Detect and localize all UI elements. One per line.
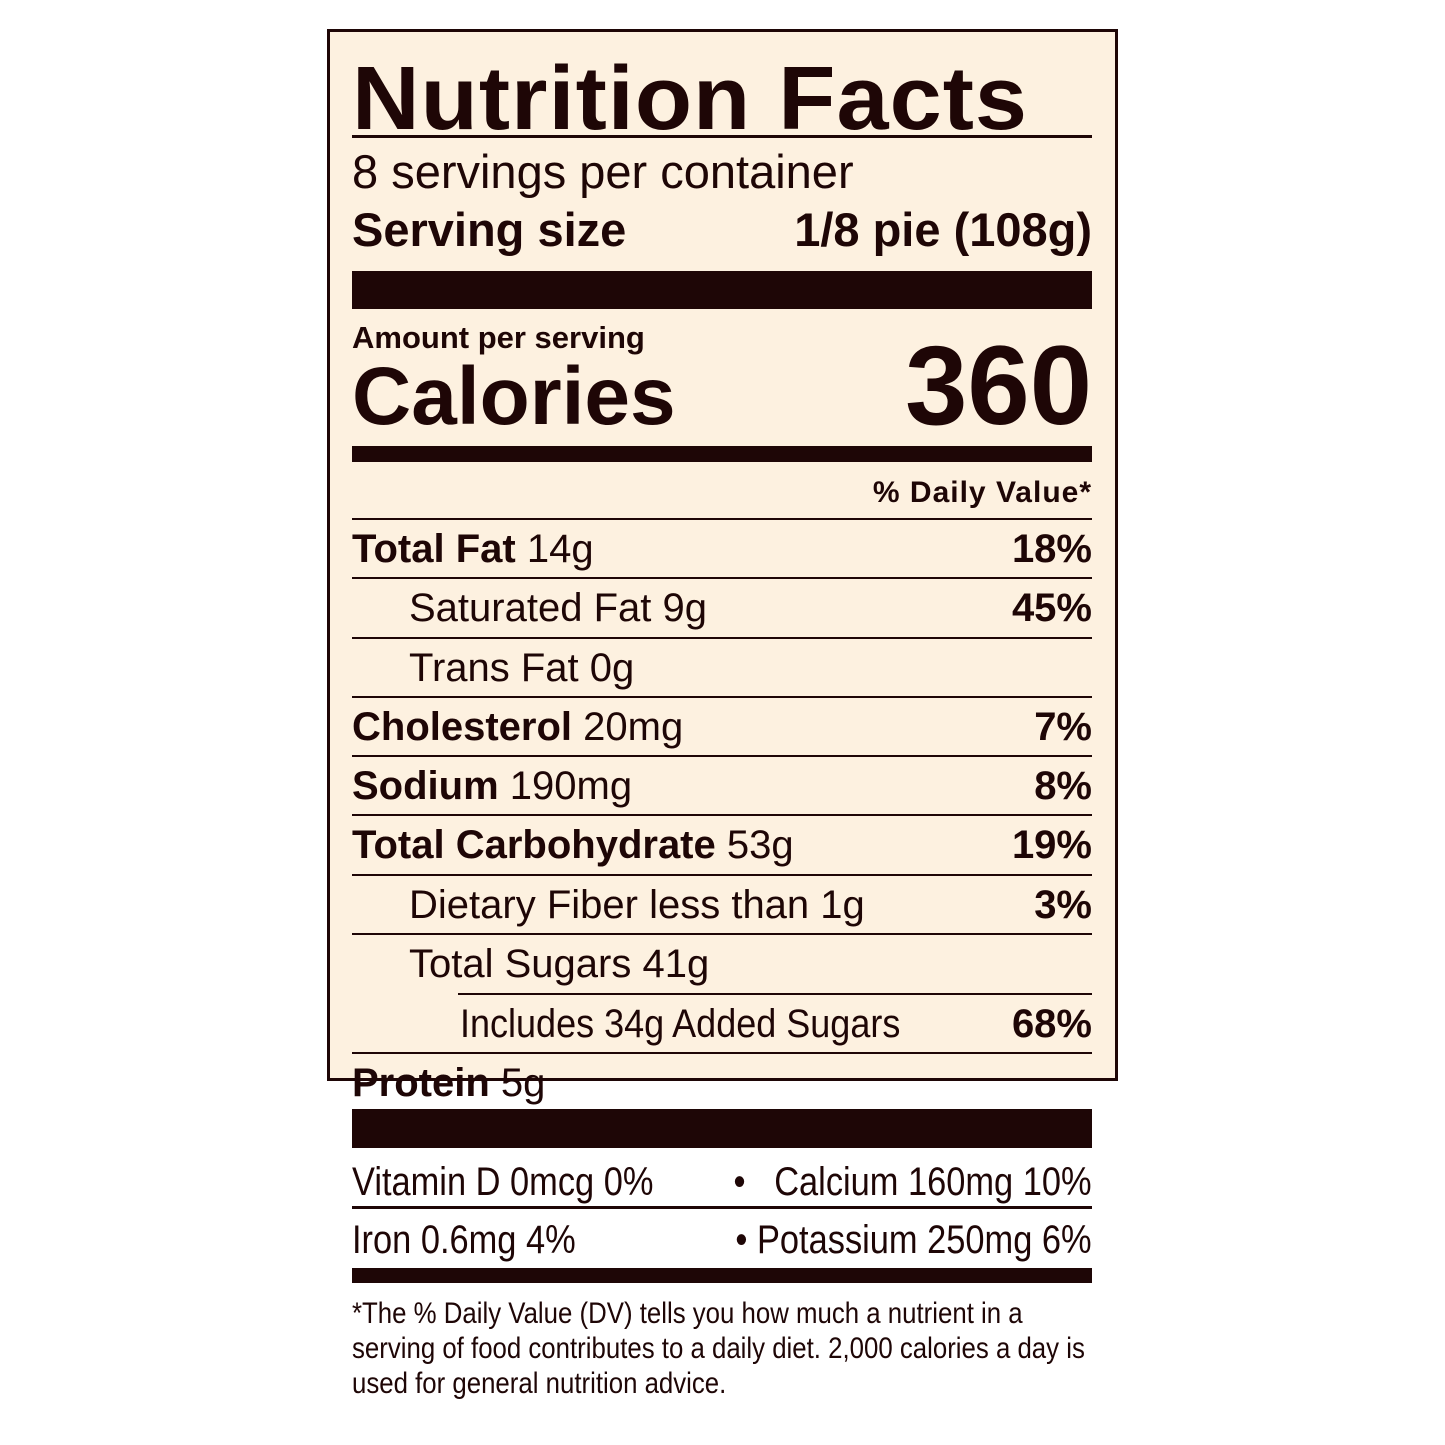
serving-size-value: 1/8 pie (108g)	[794, 203, 1092, 256]
nutrient-row: Protein 5g	[352, 1053, 1092, 1112]
nutrient-dv: 45%	[1011, 585, 1092, 630]
nutrient-amount: 14g	[526, 526, 594, 571]
divider	[352, 577, 1092, 579]
nutrient-amount: 20mg	[583, 704, 684, 749]
divider	[352, 1052, 1092, 1054]
footnote: *The % Daily Value (DV) tells you how mu…	[352, 1297, 1085, 1400]
divider	[352, 874, 1092, 876]
nutrient-name: Dietary Fiber	[409, 882, 638, 927]
nutrient-dv: 3%	[1034, 882, 1092, 927]
medium-bar	[352, 1268, 1092, 1283]
calories-label: Calories	[352, 351, 676, 442]
nutrient-row: Cholesterol 20mg 7%	[352, 697, 1092, 756]
nutrient-row: Sodium 190mg 8%	[352, 756, 1092, 815]
mineral-row: Vitamin D 0mcg 0% • Calcium 160mg 10%	[352, 1162, 1092, 1202]
nutrient-name: Protein	[352, 1060, 490, 1105]
amount-per-serving: Amount per serving	[352, 320, 645, 355]
nutrient-dv: 7%	[1034, 704, 1092, 749]
divider	[352, 696, 1092, 698]
nutrient-row: Dietary Fiber less than 1g 3%	[352, 875, 1092, 934]
mineral-row: Iron 0.6mg 4% • Potassium 250mg 6%	[352, 1220, 1092, 1260]
mineral-right: • Potassium 250mg 6%	[735, 1218, 1092, 1262]
divider	[352, 1206, 1092, 1209]
serving-size: Serving size 1/8 pie (108g)	[352, 206, 1092, 253]
nutrient-amount: 41g	[642, 941, 710, 986]
nutrient-amount: less than 1g	[649, 882, 865, 927]
divider	[352, 637, 1092, 639]
nutrient-amount: 0g	[589, 645, 635, 690]
nutrient-name: Cholesterol	[352, 704, 573, 749]
nutrient-amount: 53g	[726, 822, 794, 867]
nutrient-name: Includes 34g Added Sugars	[460, 1001, 901, 1046]
mineral-left: Iron 0.6mg 4%	[352, 1218, 576, 1262]
nutrient-amount: 9g	[662, 585, 708, 630]
divider	[352, 933, 1092, 935]
nutrient-row: Total Fat 14g 18%	[352, 519, 1092, 578]
thick-bar	[352, 271, 1092, 309]
nutrient-row: Total Carbohydrate 53g 19%	[352, 815, 1092, 874]
nutrient-name: Total Sugars	[409, 941, 632, 986]
nutrient-row: Saturated Fat 9g 45%	[352, 578, 1092, 637]
divider	[352, 755, 1092, 757]
nutrient-row: Trans Fat 0g	[352, 638, 1092, 697]
nutrient-row: Total Sugars 41g	[352, 934, 1092, 993]
nutrient-dv: 19%	[1011, 822, 1092, 867]
divider	[352, 135, 1092, 138]
nutrient-name: Saturated Fat	[409, 585, 652, 630]
divider	[352, 814, 1092, 816]
calories-row: Calories 360	[352, 330, 1092, 442]
divider	[352, 518, 1092, 520]
servings-per-container: 8 servings per container	[352, 145, 854, 198]
nutrition-facts-label: Nutrition Facts 8 servings per container…	[327, 29, 1118, 1400]
thick-bar	[352, 1109, 1092, 1148]
nutrient-name: Sodium	[352, 763, 499, 808]
mineral-right: • Calcium 160mg 10%	[733, 1160, 1092, 1204]
nutrient-dv: 18%	[1011, 526, 1092, 571]
daily-value-header: % Daily Value*	[872, 476, 1092, 509]
nutrient-dv: 68%	[1011, 1001, 1092, 1046]
nutrient-amount: 5g	[500, 1060, 546, 1105]
nutrient-name: Total Carbohydrate	[352, 822, 716, 867]
nutrient-amount: 190mg	[509, 763, 633, 808]
calories-value: 360	[905, 323, 1092, 448]
label-title: Nutrition Facts	[352, 49, 1029, 149]
nutrient-dv: 8%	[1034, 763, 1092, 808]
serving-size-label: Serving size	[352, 203, 627, 256]
divider	[458, 993, 1092, 995]
mineral-left: Vitamin D 0mcg 0%	[352, 1160, 654, 1204]
nutrient-name: Total Fat	[352, 526, 516, 571]
medium-bar	[352, 446, 1092, 462]
nutrient-row: Includes 34g Added Sugars 68%	[352, 994, 1092, 1053]
nutrient-name: Trans Fat	[409, 645, 579, 690]
